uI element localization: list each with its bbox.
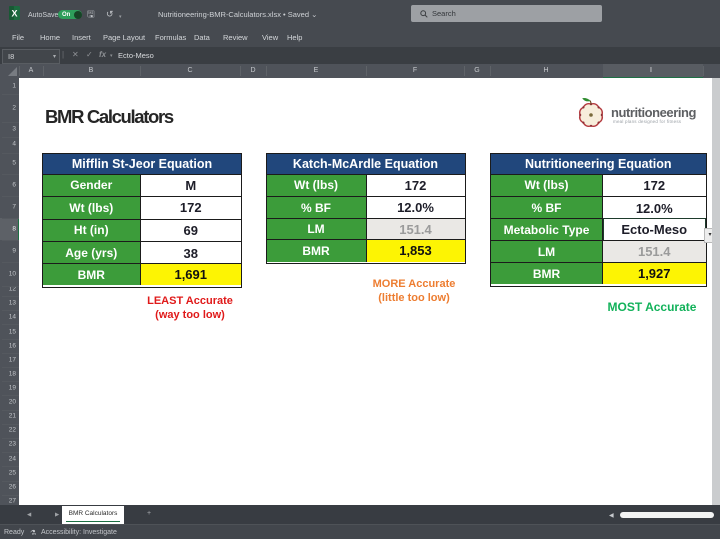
svg-text:X: X	[11, 9, 17, 19]
